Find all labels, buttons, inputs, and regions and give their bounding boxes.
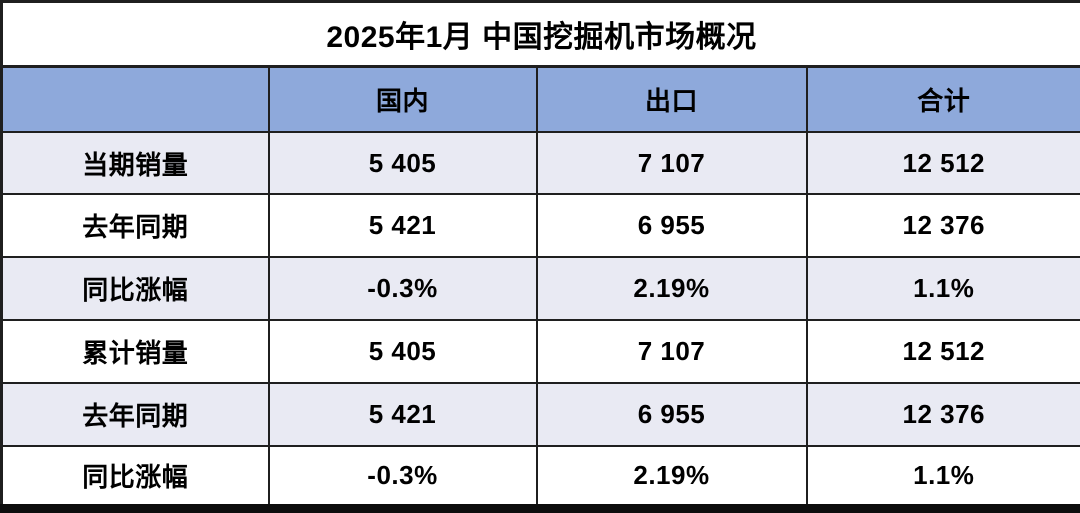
table-row-yoy-change: 同比涨幅 -0.3% 2.19% 1.1% <box>0 256 1080 322</box>
table-cell: 2.19% <box>535 256 808 322</box>
table-row-last-year-same-period: 去年同期 5 421 6 955 12 376 <box>0 193 1080 259</box>
table-cell: 7 107 <box>535 130 808 196</box>
table-cell: -0.3% <box>267 256 538 322</box>
table-cell: 12 512 <box>805 130 1080 196</box>
column-header-export: 出口 <box>535 65 808 133</box>
row-label: 同比涨幅 <box>0 256 270 322</box>
column-header-domestic: 国内 <box>267 65 538 133</box>
row-label: 累计销量 <box>0 319 270 384</box>
table-cell: 2.19% <box>535 444 808 510</box>
table-cell: 5 421 <box>267 193 538 259</box>
table-cell: 6 955 <box>535 381 808 447</box>
table-cell: 1.1% <box>805 256 1080 322</box>
column-header-blank <box>0 65 270 133</box>
table-row-last-year-same-period-cumulative: 去年同期 5 421 6 955 12 376 <box>0 381 1080 447</box>
table-title-row: 2025年1月 中国挖掘机市场概况 <box>0 0 1080 68</box>
table-cell: 6 955 <box>535 193 808 259</box>
row-label: 当期销量 <box>0 130 270 196</box>
table-cell: 12 512 <box>805 319 1080 384</box>
table-cell: 12 376 <box>805 381 1080 447</box>
table-cell: -0.3% <box>267 444 538 510</box>
table-header-row: 国内 出口 合计 <box>0 65 1080 133</box>
column-header-total: 合计 <box>805 65 1080 133</box>
table-cell: 5 405 <box>267 130 538 196</box>
row-label: 去年同期 <box>0 193 270 259</box>
table-row-cumulative-sales: 累计销量 5 405 7 107 12 512 <box>0 319 1080 384</box>
table-cell: 5 405 <box>267 319 538 384</box>
table-cell: 12 376 <box>805 193 1080 259</box>
table-cell: 1.1% <box>805 444 1080 510</box>
row-label: 去年同期 <box>0 381 270 447</box>
table-cell: 5 421 <box>267 381 538 447</box>
table-title: 2025年1月 中国挖掘机市场概况 <box>0 0 1080 68</box>
row-label: 同比涨幅 <box>0 444 270 510</box>
table-row-current-sales: 当期销量 5 405 7 107 12 512 <box>0 130 1080 196</box>
table-cell: 7 107 <box>535 319 808 384</box>
table-row-yoy-change-cumulative: 同比涨幅 -0.3% 2.19% 1.1% <box>0 444 1080 510</box>
